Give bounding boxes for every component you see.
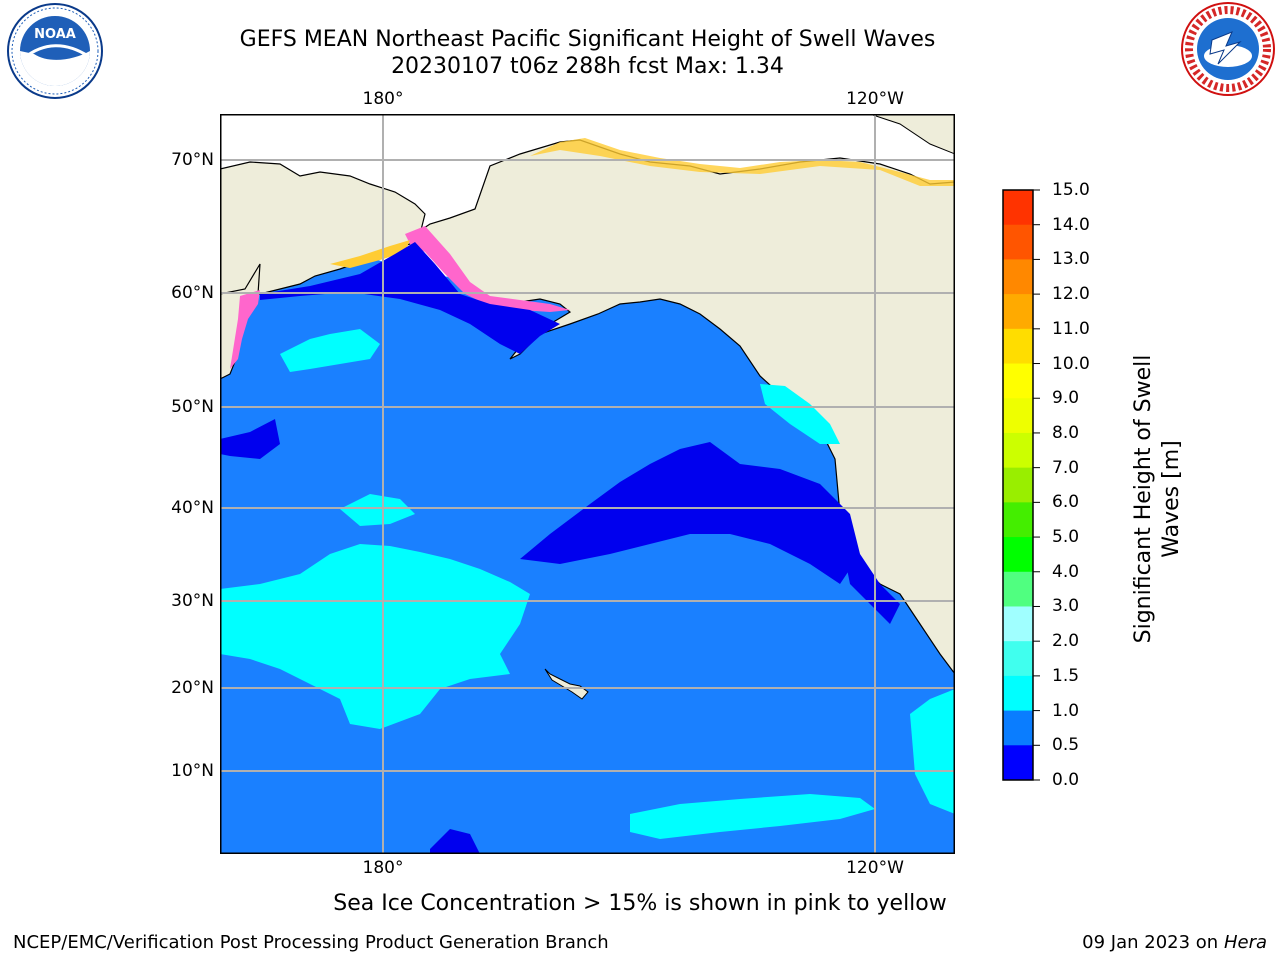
colorbar-title-line-1: Significant Height of Swell <box>1131 354 1156 644</box>
lat-label-50n: 50°N <box>171 397 214 417</box>
title-line-1: GEFS MEAN Northeast Pacific Significant … <box>239 27 936 52</box>
colorbar-tick-label: 14.0 <box>1052 214 1090 235</box>
cyan-swell-north <box>280 329 380 372</box>
colorbar-bin-10.0-11.0 <box>1003 328 1033 365</box>
low-swell-south <box>430 829 480 854</box>
colorbar-tick-label: 8.0 <box>1052 422 1080 443</box>
colorbar-tick-label: 2.0 <box>1052 631 1080 652</box>
noaa-logo: NOAA <box>7 3 103 99</box>
noaa-logo-text: NOAA <box>34 27 76 42</box>
colorbar-tick-label: 3.0 <box>1052 596 1080 617</box>
cyan-swell-northwest <box>340 494 415 526</box>
colorbar-tick-label: 7.0 <box>1052 457 1080 478</box>
colorbar-tick-label: 13.0 <box>1052 249 1090 270</box>
colorbar-bin-0.5-1.0 <box>1003 710 1033 746</box>
low-swell-northeast-central <box>520 442 860 584</box>
lon-label-top-120w: 120°W <box>846 89 904 109</box>
low-swell-west <box>220 419 280 459</box>
colorbar-bin-1.5-2.0 <box>1003 641 1033 677</box>
sea-ice-note: Sea Ice Concentration > 15% is shown in … <box>333 891 947 916</box>
cyan-swell-southeast <box>630 794 875 839</box>
colorbar-tick-label: 0.0 <box>1052 770 1080 790</box>
colorbar-bin-13.0-14.0 <box>1003 224 1033 260</box>
colorbar-bin-8.0-9.0 <box>1003 398 1033 434</box>
low-swell-bering <box>260 242 560 354</box>
land-arctic-islands <box>825 114 955 155</box>
colorbar-bin-5.0-6.0 <box>1003 502 1033 538</box>
colorbar-bin-9.0-10.0 <box>1003 363 1033 399</box>
colorbar <box>1002 189 1040 781</box>
colorbar-bin-14.0-15.0 <box>1003 190 1033 226</box>
sea-ice-bering <box>405 226 570 312</box>
lat-label-10n: 10°N <box>171 761 214 781</box>
sea-ice-north-coast <box>530 138 955 186</box>
colorbar-tick-label: 11.0 <box>1052 318 1090 339</box>
colorbar-tick-label: 12.0 <box>1052 284 1090 305</box>
colorbar-bin-7.0-8.0 <box>1003 432 1033 469</box>
footer-branch: NCEP/EMC/Verification Post Processing Pr… <box>13 932 609 953</box>
nws-logo <box>1181 2 1275 96</box>
land-hawaii <box>544 668 589 700</box>
colorbar-title-line-2: Waves [m] <box>1159 440 1184 558</box>
colorbar-tick-label: 0.5 <box>1052 735 1080 756</box>
colorbar-bin-6.0-7.0 <box>1003 467 1033 503</box>
footer-date: 09 Jan 2023 on Hera <box>1082 932 1267 953</box>
lat-label-60n: 60°N <box>171 283 214 303</box>
colorbar-tick-label: 15.0 <box>1052 180 1090 200</box>
lon-label-bottom-120w: 120°W <box>846 858 904 878</box>
lat-label-70n: 70°N <box>171 150 214 170</box>
map-frame <box>220 114 955 854</box>
lat-label-20n: 20°N <box>171 678 214 698</box>
sea-ice-bering-edge <box>330 240 410 268</box>
lat-label-30n: 30°N <box>171 591 214 611</box>
footer-machine: Hera <box>1223 932 1267 953</box>
lon-label-top-180: 180° <box>362 89 404 109</box>
title-line-2: 20230107 t06z 288h fcst Max: 1.34 <box>391 54 784 79</box>
colorbar-tick-label: 1.5 <box>1052 665 1080 686</box>
colorbar-bin-1.0-1.5 <box>1003 675 1033 712</box>
cyan-swell-bc <box>760 384 840 444</box>
colorbar-bin-0.0-0.5 <box>1003 745 1033 781</box>
footer-date-text: 09 Jan 2023 on <box>1082 932 1224 953</box>
colorbar-tick-label: 6.0 <box>1052 492 1080 513</box>
colorbar-tick-label: 1.0 <box>1052 700 1080 721</box>
colorbar-bin-2.0-3.0 <box>1003 606 1033 642</box>
swell-height-map <box>220 114 955 854</box>
colorbar-bin-3.0-4.0 <box>1003 571 1033 607</box>
cyan-swell-central <box>220 544 530 729</box>
colorbar-frame <box>1002 189 1034 781</box>
colorbar-tick-label: 4.0 <box>1052 561 1080 582</box>
colorbar-tick-label: 5.0 <box>1052 527 1080 548</box>
graticule <box>220 114 955 854</box>
colorbar-tick-label: 10.0 <box>1052 353 1090 374</box>
colorbar-title: Significant Height of Swell Waves [m] <box>1130 309 1186 689</box>
sea-ice-kamchatka <box>230 290 260 369</box>
lat-label-40n: 40°N <box>171 498 214 518</box>
colorbar-tick-label: 9.0 <box>1052 388 1080 409</box>
colorbar-bin-12.0-13.0 <box>1003 259 1033 295</box>
cyan-swell-east-edge <box>910 689 955 814</box>
lon-label-bottom-180: 180° <box>362 858 404 878</box>
colorbar-bin-4.0-5.0 <box>1003 537 1033 573</box>
colorbar-bin-11.0-12.0 <box>1003 294 1033 330</box>
